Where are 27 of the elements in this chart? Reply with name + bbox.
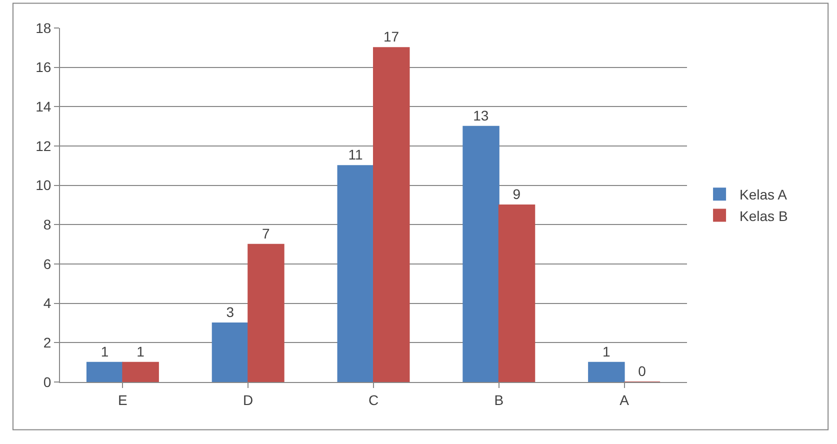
y-tick-label: 14 [36, 98, 52, 115]
x-tick-label: A [620, 392, 630, 408]
y-tick-label: 8 [43, 216, 52, 233]
y-tick-label: 12 [36, 138, 52, 154]
data-label: 1 [602, 343, 610, 360]
data-label: 13 [473, 107, 489, 124]
x-tick-label: D [243, 392, 254, 408]
data-label: 1 [136, 343, 145, 360]
y-tick-label: 4 [43, 295, 52, 312]
x-tick-label: C [368, 392, 379, 408]
y-tick-label: 16 [36, 59, 52, 76]
data-label: 0 [638, 363, 646, 379]
x-tick-label: B [494, 392, 504, 408]
data-label: 7 [262, 225, 270, 242]
x-tick-label: E [118, 392, 128, 408]
y-tick-label: 2 [43, 334, 52, 351]
y-tick-label: 6 [43, 256, 52, 272]
data-label: 3 [226, 304, 234, 320]
data-label: 9 [512, 186, 521, 202]
legend-label: Kelas B [740, 208, 788, 224]
y-tick-label: 18 [36, 20, 52, 36]
y-tick-label: 10 [36, 177, 52, 194]
legend-label: Kelas A [740, 186, 788, 203]
y-tick-label: 0 [43, 374, 52, 390]
data-label: 11 [348, 146, 364, 163]
data-label: 1 [100, 343, 109, 360]
data-label: 17 [383, 28, 400, 45]
